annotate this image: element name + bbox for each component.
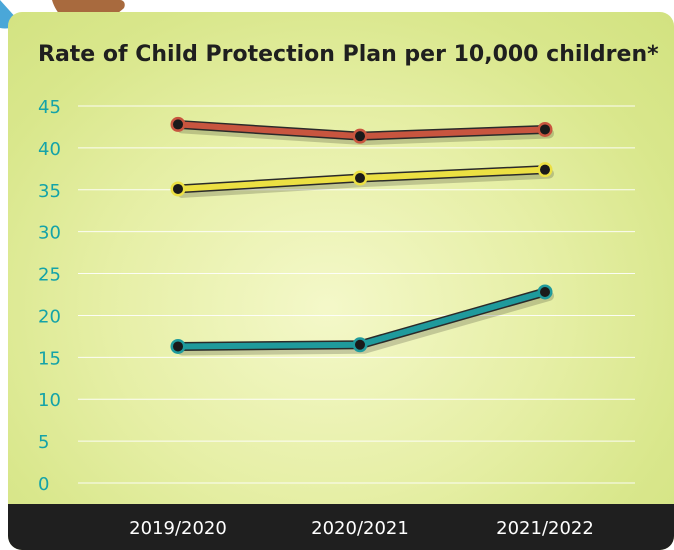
y-tick-label: 0 xyxy=(38,474,49,495)
y-tick-label: 15 xyxy=(38,348,61,369)
data-point xyxy=(173,341,183,352)
y-tick-label: 20 xyxy=(38,306,61,327)
y-tick-label: 40 xyxy=(38,139,61,160)
line-chart: 0 5 10 15 20 25 30 35 40 45 2019/2020 2020/2021 2021… xyxy=(38,97,635,539)
data-point xyxy=(540,124,550,135)
y-tick-label: 35 xyxy=(38,181,61,202)
x-tick-label: 2019/2020 xyxy=(129,518,227,539)
data-point xyxy=(355,173,365,184)
chart-card: Rate of Child Protection Plan per 10,000… xyxy=(8,12,674,550)
y-tick-label: 45 xyxy=(38,97,61,118)
x-tick-label: 2021/2022 xyxy=(496,518,594,539)
chart-title: Rate of Child Protection Plan per 10,000… xyxy=(38,42,659,67)
data-point xyxy=(355,339,365,350)
x-tick-label: 2020/2021 xyxy=(311,518,409,539)
x-axis-band xyxy=(8,504,674,550)
data-point xyxy=(540,164,550,175)
y-tick-label: 5 xyxy=(38,432,49,453)
data-point xyxy=(355,131,365,142)
data-point xyxy=(173,183,183,194)
y-tick-label: 10 xyxy=(38,390,61,411)
y-tick-label: 25 xyxy=(38,265,61,286)
y-tick-label: 30 xyxy=(38,223,61,244)
data-point xyxy=(173,119,183,130)
data-point xyxy=(540,286,550,297)
